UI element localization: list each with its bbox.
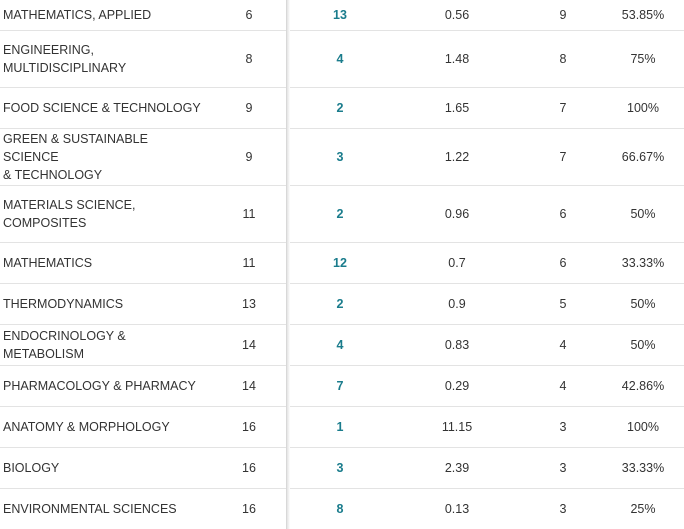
docs-count-link[interactable]: 4 <box>336 338 344 352</box>
category-name: MATHEMATICS, APPLIED <box>3 8 152 22</box>
cnci-value: 0.13 <box>444 502 470 516</box>
table-row: ENGINEERING, MULTIDISCIPLINARY 8 4 1.48 … <box>0 31 684 88</box>
docs-count-link[interactable]: 12 <box>333 256 347 270</box>
top-count-value: 6 <box>559 256 567 270</box>
top-count-value: 4 <box>559 338 567 352</box>
top-count-value: 8 <box>559 52 567 66</box>
cnci-value: 11.15 <box>441 420 473 434</box>
table-row: FOOD SCIENCE & TECHNOLOGY 9 2 1.65 7 100… <box>0 88 684 129</box>
percent-value: 50% <box>630 338 656 352</box>
top-count-value: 3 <box>559 502 567 516</box>
docs-count-link[interactable]: 3 <box>336 461 344 475</box>
top-count-value: 7 <box>559 150 567 164</box>
cnci-value: 0.83 <box>444 338 470 352</box>
rank-value: 16 <box>242 420 256 434</box>
category-name: ENGINEERING, MULTIDISCIPLINARY <box>3 43 127 75</box>
category-name: ENVIRONMENTAL SCIENCES <box>3 502 177 516</box>
table-row: MATHEMATICS 11 12 0.7 6 33.33% <box>0 243 684 284</box>
docs-count-link[interactable]: 8 <box>336 502 344 516</box>
rank-value: 6 <box>245 8 253 22</box>
percent-value: 33.33% <box>621 461 665 475</box>
docs-count-link[interactable]: 13 <box>333 8 347 22</box>
table-row: ENVIRONMENTAL SCIENCES 16 8 0.13 3 25% <box>0 489 684 529</box>
top-count-value: 7 <box>559 101 567 115</box>
frozen-column-divider <box>286 0 290 529</box>
docs-count-link[interactable]: 2 <box>336 297 344 311</box>
percent-value: 75% <box>630 52 656 66</box>
category-name: MATERIALS SCIENCE, COMPOSITES <box>3 198 136 230</box>
cnci-value: 2.39 <box>444 461 470 475</box>
percent-value: 25% <box>630 502 656 516</box>
rank-value: 9 <box>245 150 253 164</box>
rank-value: 11 <box>242 256 256 270</box>
percent-value: 42.86% <box>621 379 665 393</box>
top-count-value: 5 <box>559 297 567 311</box>
table-row: ANATOMY & MORPHOLOGY 16 1 11.15 3 100% <box>0 407 684 448</box>
docs-count-link[interactable]: 1 <box>336 420 344 434</box>
rank-value: 14 <box>242 379 256 393</box>
category-name: PHARMACOLOGY & PHARMACY <box>3 379 196 393</box>
cnci-value: 0.7 <box>448 256 466 270</box>
cnci-value: 1.48 <box>444 52 470 66</box>
top-count-value: 6 <box>559 207 567 221</box>
table-row: THERMODYNAMICS 13 2 0.9 5 50% <box>0 284 684 325</box>
cnci-value: 0.29 <box>444 379 470 393</box>
table-row: ENDOCRINOLOGY & METABOLISM 14 4 0.83 4 5… <box>0 325 684 366</box>
rank-value: 16 <box>242 502 256 516</box>
table-row: PHARMACOLOGY & PHARMACY 14 7 0.29 4 42.8… <box>0 366 684 407</box>
rank-value: 9 <box>245 101 253 115</box>
docs-count-link[interactable]: 7 <box>336 379 344 393</box>
table-row: GREEN & SUSTAINABLE SCIENCE & TECHNOLOGY… <box>0 129 684 186</box>
table-row: BIOLOGY 16 3 2.39 3 33.33% <box>0 448 684 489</box>
top-count-value: 3 <box>559 461 567 475</box>
percent-value: 33.33% <box>621 256 665 270</box>
percent-value: 100% <box>627 420 659 434</box>
category-name: ENDOCRINOLOGY & METABOLISM <box>3 329 126 361</box>
top-count-value: 4 <box>559 379 567 393</box>
percent-value: 66.67% <box>621 150 665 164</box>
category-name: BIOLOGY <box>3 461 60 475</box>
cnci-value: 1.65 <box>444 101 470 115</box>
docs-count-link[interactable]: 3 <box>336 150 344 164</box>
cnci-value: 0.56 <box>444 8 470 22</box>
percent-value: 50% <box>630 297 656 311</box>
category-name: FOOD SCIENCE & TECHNOLOGY <box>3 101 201 115</box>
rank-value: 8 <box>245 52 253 66</box>
top-count-value: 3 <box>559 420 567 434</box>
rank-value: 14 <box>242 338 256 352</box>
rank-value: 16 <box>242 461 256 475</box>
rank-value: 13 <box>242 297 256 311</box>
category-name: ANATOMY & MORPHOLOGY <box>3 420 170 434</box>
docs-count-link[interactable]: 2 <box>336 101 344 115</box>
cnci-value: 0.9 <box>448 297 466 311</box>
category-name: THERMODYNAMICS <box>3 297 124 311</box>
category-name: GREEN & SUSTAINABLE SCIENCE & TECHNOLOGY <box>3 132 148 182</box>
percent-value: 50% <box>630 207 656 221</box>
rank-value: 11 <box>242 207 256 221</box>
cnci-value: 0.96 <box>444 207 470 221</box>
percent-value: 53.85% <box>621 8 665 22</box>
docs-count-link[interactable]: 4 <box>336 52 344 66</box>
table-row: MATERIALS SCIENCE, COMPOSITES 11 2 0.96 … <box>0 186 684 243</box>
top-count-value: 9 <box>559 8 567 22</box>
percent-value: 100% <box>627 101 659 115</box>
docs-count-link[interactable]: 2 <box>336 207 344 221</box>
cnci-value: 1.22 <box>444 150 470 164</box>
table-row: MATHEMATICS, APPLIED 6 13 0.56 9 53.85% <box>0 0 684 31</box>
category-name: MATHEMATICS <box>3 256 93 270</box>
